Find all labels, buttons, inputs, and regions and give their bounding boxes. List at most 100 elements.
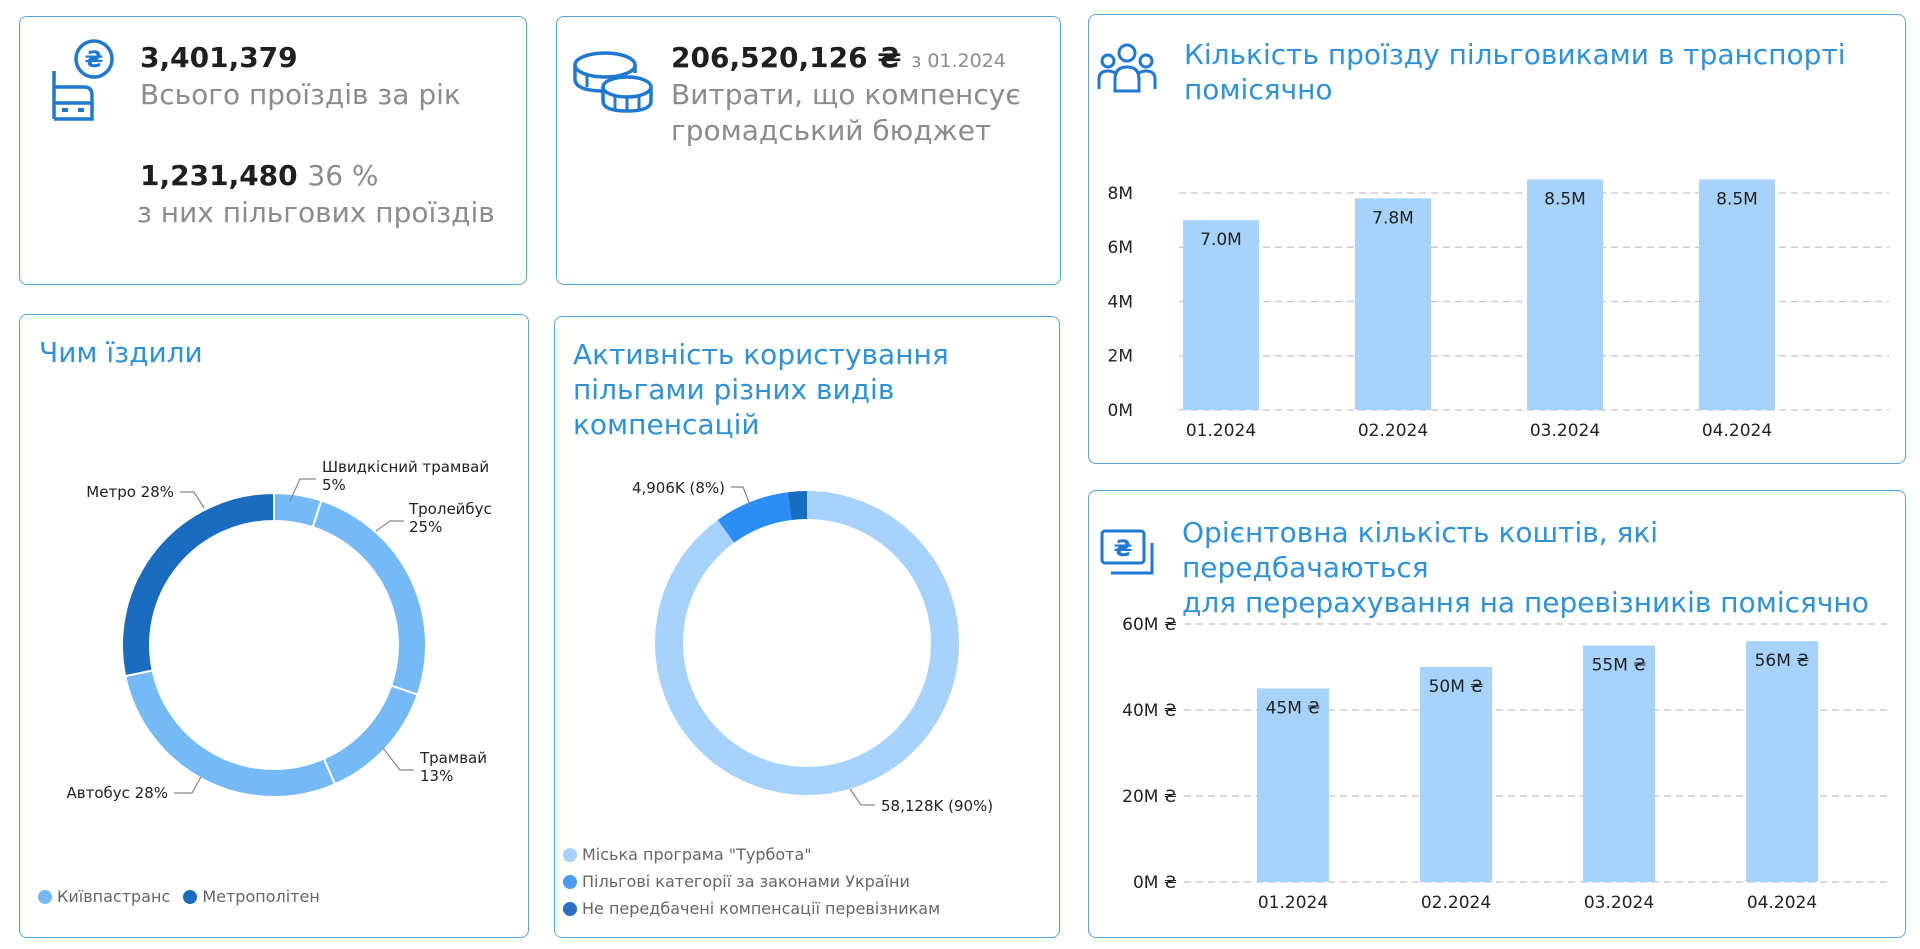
monthly-funds-title-line1: Орієнтовна кількість коштів, які передба… [1182, 516, 1659, 584]
legend-item-law-categories: Пільгові категорії за законами України [563, 868, 940, 895]
monthly-funds-card: ₴ Орієнтовна кількість коштів, які перед… [1088, 490, 1906, 938]
donut-slice[interactable] [655, 491, 959, 795]
bar-data-label: 7.8M [1372, 208, 1414, 228]
x-tick-label: 02.2024 [1421, 893, 1491, 913]
legend-label: Не передбачені компенсації перевізникам [582, 899, 941, 918]
x-tick-label: 04.2024 [1747, 893, 1817, 913]
x-tick-label: 03.2024 [1530, 421, 1600, 441]
y-tick-label: 8M [1108, 184, 1133, 204]
donut-slice[interactable] [124, 669, 337, 798]
transport-modes-card: Чим їздили Швидкісний трамвай 5% Тролейбус… [19, 314, 529, 938]
slice-label: Метро 28% [86, 483, 174, 501]
bar-data-label: 7.0M [1200, 230, 1242, 250]
y-tick-label: 2M [1108, 347, 1133, 367]
y-tick-label: 20M ₴ [1122, 787, 1177, 807]
costs-label-line1: Витрати, що компенсує [671, 78, 1021, 111]
bar[interactable] [1583, 645, 1655, 883]
total-trips-label: Всього проїздів за рік [140, 78, 461, 111]
donut-slice[interactable] [787, 491, 807, 520]
bar[interactable] [1420, 667, 1492, 882]
monthly-trips-title-line1: Кількість проїзду пільговиками в транспо… [1184, 38, 1846, 71]
transport-modes-donut: Швидкісний трамвай 5% Тролейбус 25% Трамвай 1… [67, 458, 492, 802]
y-tick-label: 0M ₴ [1133, 873, 1177, 893]
costs-label-line2: громадський бюджет [671, 114, 992, 147]
legend-item-kyivpastrans: Київпастранс [38, 887, 170, 906]
x-tick-label: 01.2024 [1186, 421, 1256, 441]
bar[interactable] [1355, 198, 1431, 410]
slice-label: Тролейбус 25% [408, 500, 492, 536]
slice-label: 4,906K (8%) [632, 479, 725, 497]
monthly-trips-chart: 0M 2M 4M 6M 8M 7.0M 01.2024 7.8M 02.2024 8.5M 03.2… [1108, 179, 1889, 441]
legend-item-turbota: Міська програма "Турбота" [563, 841, 940, 868]
bar[interactable] [1257, 688, 1329, 883]
coins-icon [573, 51, 653, 113]
donut-slice[interactable] [121, 491, 275, 678]
slice-leader-line [731, 486, 752, 508]
benefit-trips-value: 1,231,480 [140, 159, 298, 192]
x-tick-label: 02.2024 [1358, 421, 1428, 441]
legend-label: Міська програма "Турбота" [582, 845, 812, 864]
legend-label: Метрополітен [202, 887, 320, 906]
slice-label: Швидкісний трамвай 5% [322, 458, 489, 494]
bar[interactable] [1746, 641, 1818, 882]
slice-leader-line [375, 520, 404, 532]
monthly-funds-title-line2: для перерахування на перевізників поміся… [1182, 586, 1869, 619]
legend-dot [183, 889, 198, 904]
benefit-trips-value-row: 1,231,480 36 % [140, 159, 379, 192]
bar-data-label: 56M ₴ [1755, 651, 1810, 671]
benefit-trips-label: з них пільгових проїздів [137, 196, 495, 229]
compensation-title-line3: компенсацій [573, 408, 760, 441]
slice-leader-line [849, 788, 875, 806]
costs-value-row: 206,520,126 ₴ з 01.2024 [671, 41, 1006, 74]
monthly-trips-title-line2: помісячно [1184, 73, 1333, 106]
bar-data-label: 45M ₴ [1266, 699, 1321, 719]
monthly-funds-title: Орієнтовна кількість коштів, які передба… [1182, 515, 1905, 620]
compensation-types-donut: 58,128K (90%) 4,906K (8%) [632, 479, 993, 815]
svg-text:₴: ₴ [85, 48, 104, 73]
transport-modes-title: Чим їздили [39, 336, 203, 369]
legend-dot [38, 889, 52, 904]
bus-coin-icon: ₴ [52, 39, 114, 121]
kpi-card-trips: ₴ 3,401,379 Всього проїздів за рік 1,231… [19, 16, 527, 285]
bar[interactable] [1527, 179, 1603, 410]
bar[interactable] [1183, 220, 1259, 410]
legend-item-metropoliten: Метрополітен [183, 887, 320, 906]
legend-dot [563, 847, 577, 862]
total-trips-value: 3,401,379 [140, 41, 298, 74]
y-tick-label: 40M ₴ [1122, 701, 1177, 721]
bar-data-label: 50M ₴ [1429, 677, 1484, 697]
monthly-trips-card: Кількість проїзду пільговиками в транспо… [1088, 14, 1906, 464]
x-tick-label: 01.2024 [1258, 893, 1328, 913]
transport-modes-legend: Київпастранс Метрополітен [38, 887, 328, 908]
y-tick-label: 60M ₴ [1122, 615, 1177, 635]
legend-label: Пільгові категорії за законами України [582, 872, 910, 891]
bar-data-label: 8.5M [1716, 189, 1758, 209]
donut-slice[interactable] [717, 492, 792, 543]
benefit-trips-percent: 36 % [307, 159, 379, 192]
costs-value: 206,520,126 ₴ [671, 41, 902, 74]
slice-label: Автобус 28% [67, 784, 169, 802]
compensation-legend: Міська програма "Турбота" Пільгові катег… [563, 841, 940, 922]
compensation-title-line1: Активність користування [573, 338, 949, 371]
compensation-types-title: Активність користування пільгами різних … [573, 337, 949, 442]
compensation-title-line2: пільгами різних видів [573, 373, 895, 406]
y-tick-label: 6M [1108, 238, 1133, 258]
money-transfer-icon: ₴ [1100, 529, 1154, 575]
x-tick-label: 03.2024 [1584, 893, 1654, 913]
bar-data-label: 8.5M [1544, 189, 1586, 209]
people-group-icon [1097, 43, 1157, 93]
compensation-types-card: Активність користування пільгами різних … [554, 316, 1060, 938]
legend-label: Київпастранс [57, 887, 171, 906]
bar-data-label: 55M ₴ [1592, 656, 1647, 676]
costs-date: з 01.2024 [911, 50, 1006, 72]
slice-leader-line [382, 747, 414, 771]
kpi-card-costs: 206,520,126 ₴ з 01.2024 Витрати, що комп… [556, 16, 1061, 285]
y-tick-label: 0M [1108, 401, 1133, 421]
legend-dot [563, 901, 577, 916]
bar[interactable] [1699, 179, 1775, 410]
slice-label: Трамвай 13% [419, 749, 487, 785]
slice-leader-line [289, 478, 316, 502]
monthly-trips-title: Кількість проїзду пільговиками в транспо… [1184, 37, 1846, 107]
svg-text:₴: ₴ [1114, 537, 1133, 562]
legend-item-not-compensated: Не передбачені компенсації перевізникам [563, 895, 940, 922]
